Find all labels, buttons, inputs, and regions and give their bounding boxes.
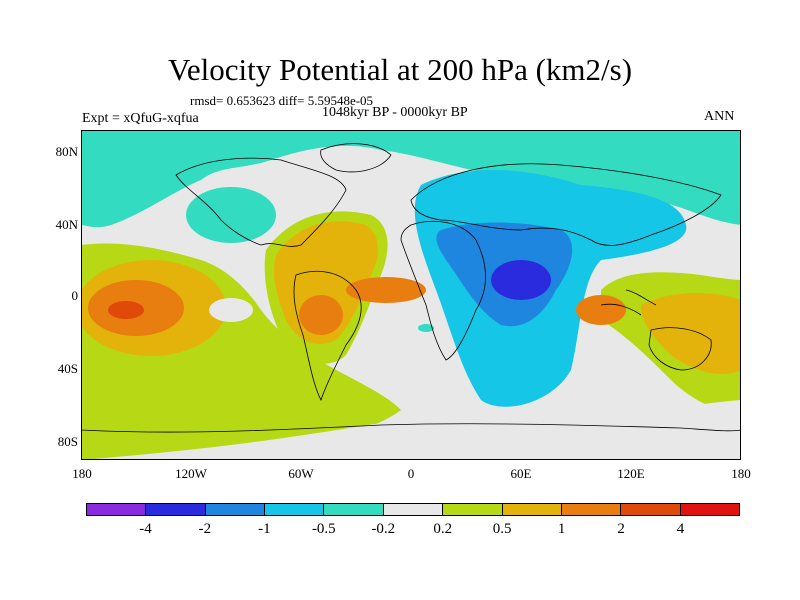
zone-north-teal — [81, 130, 741, 228]
colorbar-label: 1 — [557, 521, 566, 537]
colorbar-swatch — [324, 504, 384, 515]
map-panel — [81, 130, 741, 460]
colorbar-label: 0.5 — [492, 521, 512, 537]
colorbar-swatch — [383, 504, 444, 515]
zone-indian-darkblue — [491, 260, 551, 300]
chart-title: Velocity Potential at 200 hPa (km2/s) — [167, 52, 633, 87]
contour-field — [81, 130, 741, 460]
season-label: ANN — [704, 109, 735, 124]
coast-north-america — [175, 157, 347, 247]
period-label: 1048kyr BP - 0000kyr BP — [322, 105, 468, 120]
colorbar-swatch — [265, 504, 325, 515]
x-tick-120w: 120W — [175, 466, 207, 481]
x-tick-60e: 60E — [510, 466, 532, 481]
zone-namerica-teal — [186, 187, 276, 243]
zone-grey-pocket — [209, 298, 253, 322]
coastlines — [81, 143, 741, 433]
y-tick-80N: 80N — [55, 144, 78, 159]
zone-maritime-orange — [576, 295, 626, 325]
colorbar-label: 0.2 — [433, 521, 453, 537]
y-tick-40S: 40S — [57, 361, 78, 376]
zone-pacific-red — [108, 301, 144, 319]
zone-samerica-orange — [299, 295, 343, 335]
x-tick-180w: 180 — [72, 466, 92, 481]
experiment-label: Expt = xQfuG-xqfua — [82, 111, 199, 126]
colorbar-swatch — [87, 504, 147, 515]
colorbar-swatch — [502, 504, 562, 515]
x-tick-0: 0 — [407, 466, 415, 481]
colorbar-swatch — [680, 504, 739, 515]
coast-eurasia — [410, 163, 722, 246]
colorbar-swatch — [205, 504, 266, 515]
x-tick-180e: 180 — [731, 466, 751, 481]
velocity-potential-map — [81, 130, 741, 460]
map-border — [81, 130, 741, 460]
colorbar-label: 2 — [617, 521, 625, 537]
colorbar — [86, 503, 740, 516]
coast-maritime — [600, 289, 657, 316]
colorbar-label: 4 — [676, 521, 685, 537]
coast-greenland — [320, 143, 392, 173]
x-tick-60w: 60W — [288, 466, 314, 481]
colorbar-label: -0.5 — [311, 521, 336, 537]
coast-australia — [648, 327, 712, 371]
colorbar-swatch — [443, 504, 503, 515]
zone-atlantic-teal — [418, 324, 434, 332]
y-tick-0: 0 — [71, 288, 79, 303]
stats-line: rmsd= 0.653623 diff= 5.59548e-05 — [190, 93, 374, 108]
x-tick-120e: 120E — [617, 466, 645, 481]
colorbar-swatch — [621, 504, 681, 515]
zone-atlantic-orange — [346, 277, 426, 303]
y-tick-40N: 40N — [55, 217, 78, 232]
colorbar-swatch — [561, 504, 622, 515]
colorbar-label: -1 — [258, 521, 271, 537]
colorbar-label: -2 — [198, 521, 212, 537]
colorbar-label: -0.2 — [371, 521, 396, 537]
colorbar-label: -4 — [139, 521, 152, 537]
y-tick-80S: 80S — [57, 434, 78, 449]
coast-antarctica — [81, 423, 741, 433]
coast-south-america — [293, 270, 362, 402]
colorbar-swatch — [146, 504, 206, 515]
zone-maritime-yellow — [641, 293, 741, 375]
zone-south-grey — [81, 400, 741, 460]
coast-africa — [400, 220, 486, 361]
